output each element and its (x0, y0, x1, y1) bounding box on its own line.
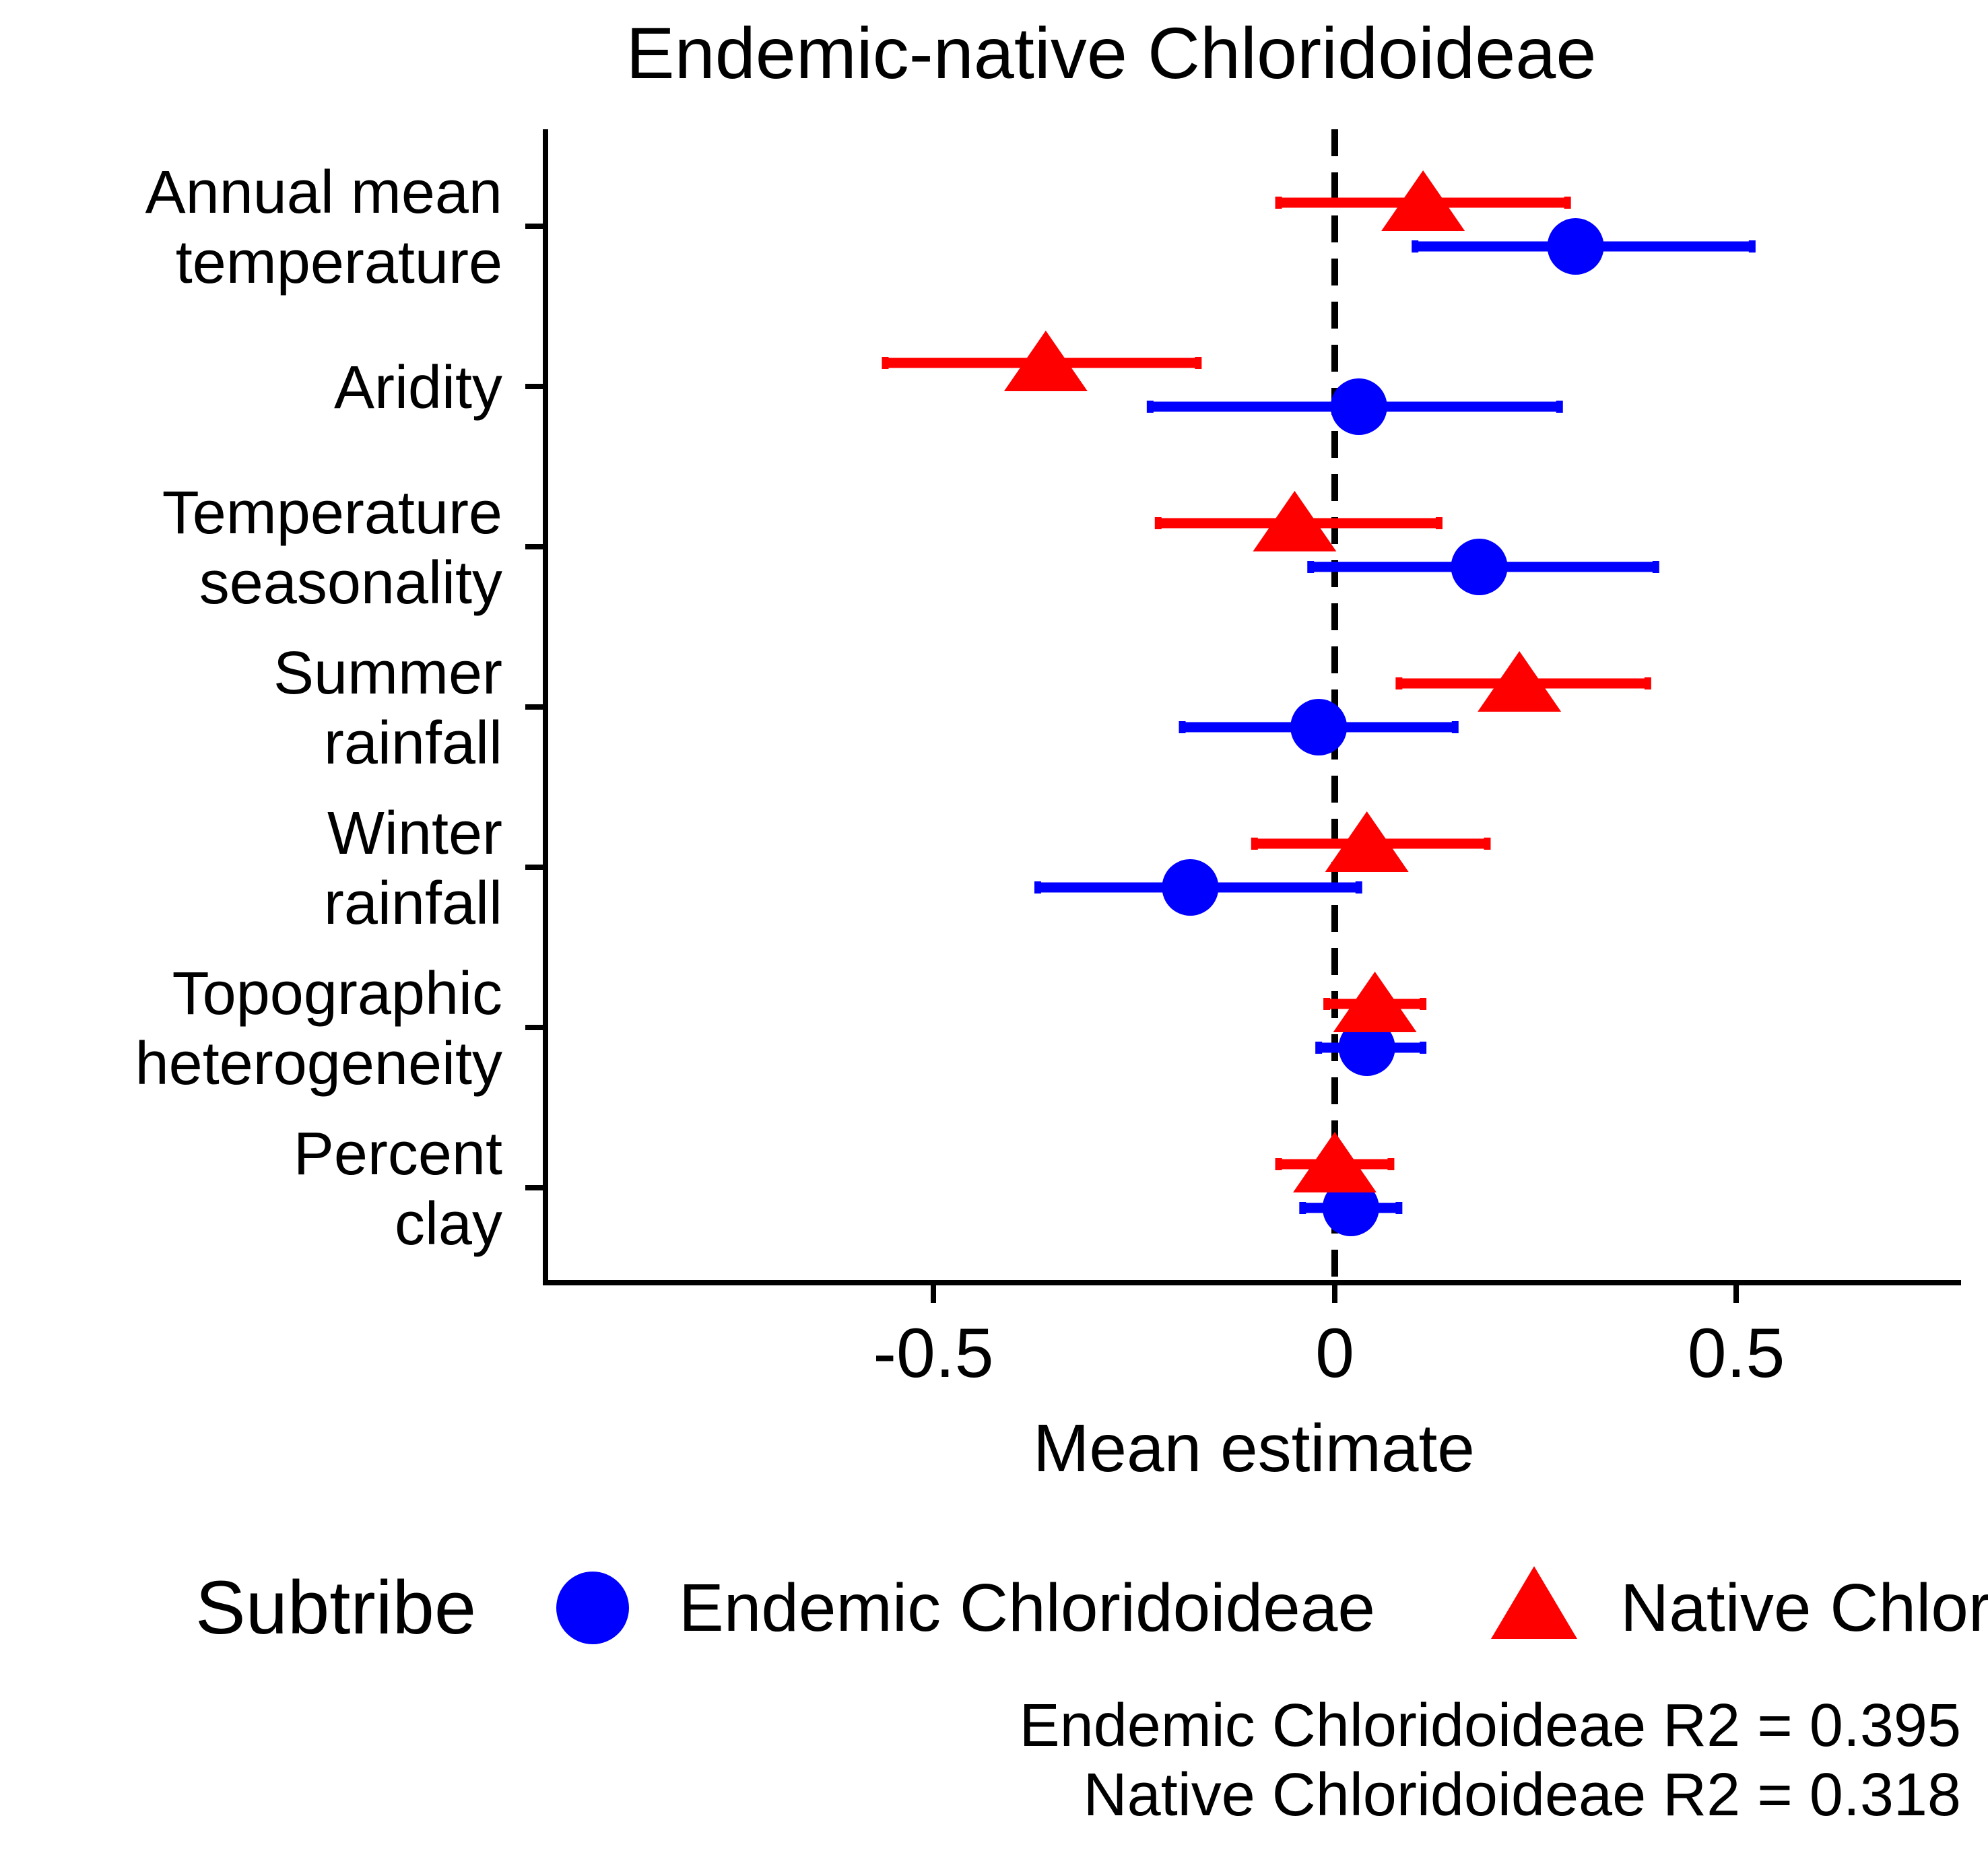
estimate-point (1162, 859, 1219, 916)
legend-label: Endemic Chloridoideae (679, 1570, 1375, 1646)
y-tick-label: temperature (176, 229, 502, 296)
y-tick-label: Percent (294, 1120, 502, 1188)
estimate-point (1451, 539, 1508, 595)
y-tick-label: Topographic (172, 960, 502, 1027)
y-tick-label: Summer (273, 640, 502, 707)
r2-annotation: Native Chloridoideae R2 = 0.318 (1084, 1761, 1961, 1829)
legend-title: Subtribe (195, 1565, 476, 1650)
r2-annotation: Endemic Chloridoideae R2 = 0.395 (1020, 1692, 1961, 1759)
estimate-point (1547, 218, 1604, 275)
y-tick-label: clay (395, 1190, 502, 1258)
estimate-point (1290, 699, 1348, 755)
x-tick-label: -0.5 (873, 1314, 993, 1392)
estimate-point (1338, 1019, 1395, 1076)
y-tick-label: Winter (327, 800, 502, 867)
legend-label: Native Chloridoideae (1620, 1570, 1988, 1646)
y-tick-label: Annual mean (145, 159, 502, 226)
y-tick-label: Aridity (334, 354, 502, 421)
legend-triangle-icon (1491, 1566, 1577, 1639)
legend: Subtribe Endemic Chloridoideae Native Chlo… (195, 1565, 1988, 1650)
x-tick-label: 0.5 (1688, 1314, 1785, 1392)
estimate-point (1322, 1180, 1379, 1236)
estimate-point (1325, 811, 1409, 872)
estimate-point (1253, 491, 1337, 551)
estimate-point (1333, 972, 1417, 1032)
y-tick-label: seasonality (199, 549, 502, 617)
y-tick-label: rainfall (324, 870, 502, 937)
estimate-point (1293, 1132, 1377, 1192)
legend-circle-icon (556, 1572, 629, 1644)
estimate-point (1003, 331, 1088, 391)
x-axis-title: Mean estimate (1033, 1411, 1475, 1486)
estimate-point (1381, 170, 1465, 231)
y-tick-label: Temperature (162, 479, 502, 547)
y-tick-label: rainfall (324, 710, 502, 777)
x-tick-label: 0 (1315, 1314, 1354, 1392)
estimate-point (1478, 651, 1562, 712)
estimate-point (1330, 378, 1387, 435)
y-tick-label: heterogeneity (135, 1030, 502, 1098)
chart-title: Endemic-native Chloridoideae (626, 12, 1597, 94)
